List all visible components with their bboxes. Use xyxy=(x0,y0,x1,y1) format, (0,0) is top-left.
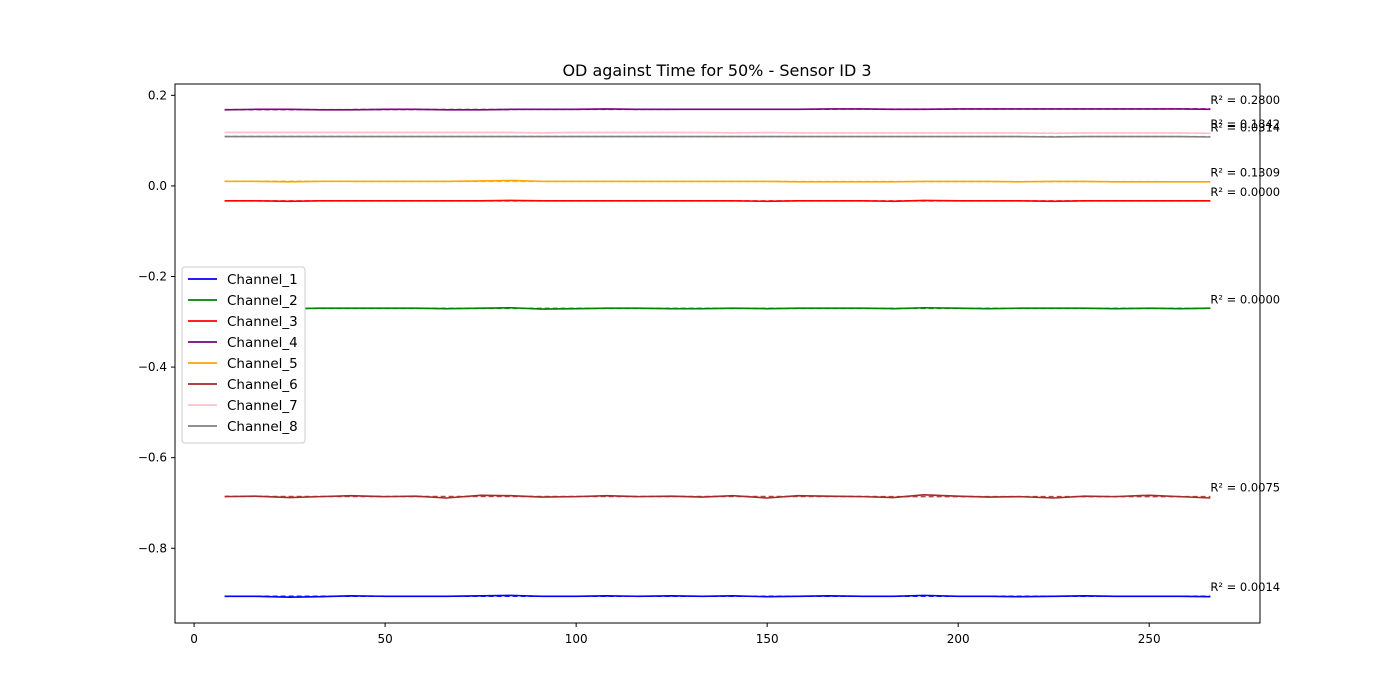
legend-label-channel_5: Channel_5 xyxy=(227,356,298,372)
legend-label-channel_7: Channel_7 xyxy=(227,398,298,414)
legend-label-channel_2: Channel_2 xyxy=(227,293,298,309)
x-tick-label: 250 xyxy=(1138,632,1161,646)
r2-label-channel_4: R² = 0.2800 xyxy=(1210,93,1280,107)
x-tick-label: 0 xyxy=(190,632,198,646)
legend-box xyxy=(181,266,306,444)
y-tick-label: −0.8 xyxy=(138,541,167,555)
legend-label-channel_8: Channel_8 xyxy=(227,419,298,435)
trend-line-channel_7 xyxy=(224,131,1211,134)
y-tick-label: −0.2 xyxy=(138,270,167,284)
y-tick-label: −0.4 xyxy=(138,360,167,374)
y-tick-label: 0.2 xyxy=(148,88,167,102)
legend-label-channel_3: Channel_3 xyxy=(227,314,298,330)
x-tick-label: 150 xyxy=(756,632,779,646)
r2-label-channel_2: R² = 0.0000 xyxy=(1210,292,1280,306)
legend-label-channel_4: Channel_4 xyxy=(227,335,298,351)
r2-label-channel_1: R² = 0.0014 xyxy=(1210,580,1280,594)
chart-title: OD against Time for 50% - Sensor ID 3 xyxy=(562,61,871,80)
legend-label-channel_1: Channel_1 xyxy=(227,272,298,288)
x-tick-label: 100 xyxy=(565,632,588,646)
r2-label-channel_3: R² = 0.0000 xyxy=(1210,185,1280,199)
r2-label-channel_5: R² = 0.1309 xyxy=(1210,166,1280,180)
legend: Channel_1 Channel_2 Channel_3 Channel_4 Chan… xyxy=(181,266,306,444)
plot-area: 0 50 100 150 200 250 0.2 0.0 −0.2 −0.4 −0.6 −0.8 R² … xyxy=(138,83,1280,646)
y-tick-label: −0.6 xyxy=(138,451,167,465)
y-tick-label: 0.0 xyxy=(148,179,167,193)
axes-frame xyxy=(174,83,1261,624)
legend-label-channel_6: Channel_6 xyxy=(227,377,298,393)
r2-label-channel_6: R² = 0.0075 xyxy=(1210,481,1280,495)
r2-label-channel_8: R² = 0.0314 xyxy=(1210,121,1280,135)
trend-line-channel_4 xyxy=(224,108,1211,111)
x-tick-label: 200 xyxy=(947,632,970,646)
x-tick-label: 50 xyxy=(377,632,392,646)
r2-label-channel_7: R² = 0.1842 xyxy=(1210,117,1280,131)
